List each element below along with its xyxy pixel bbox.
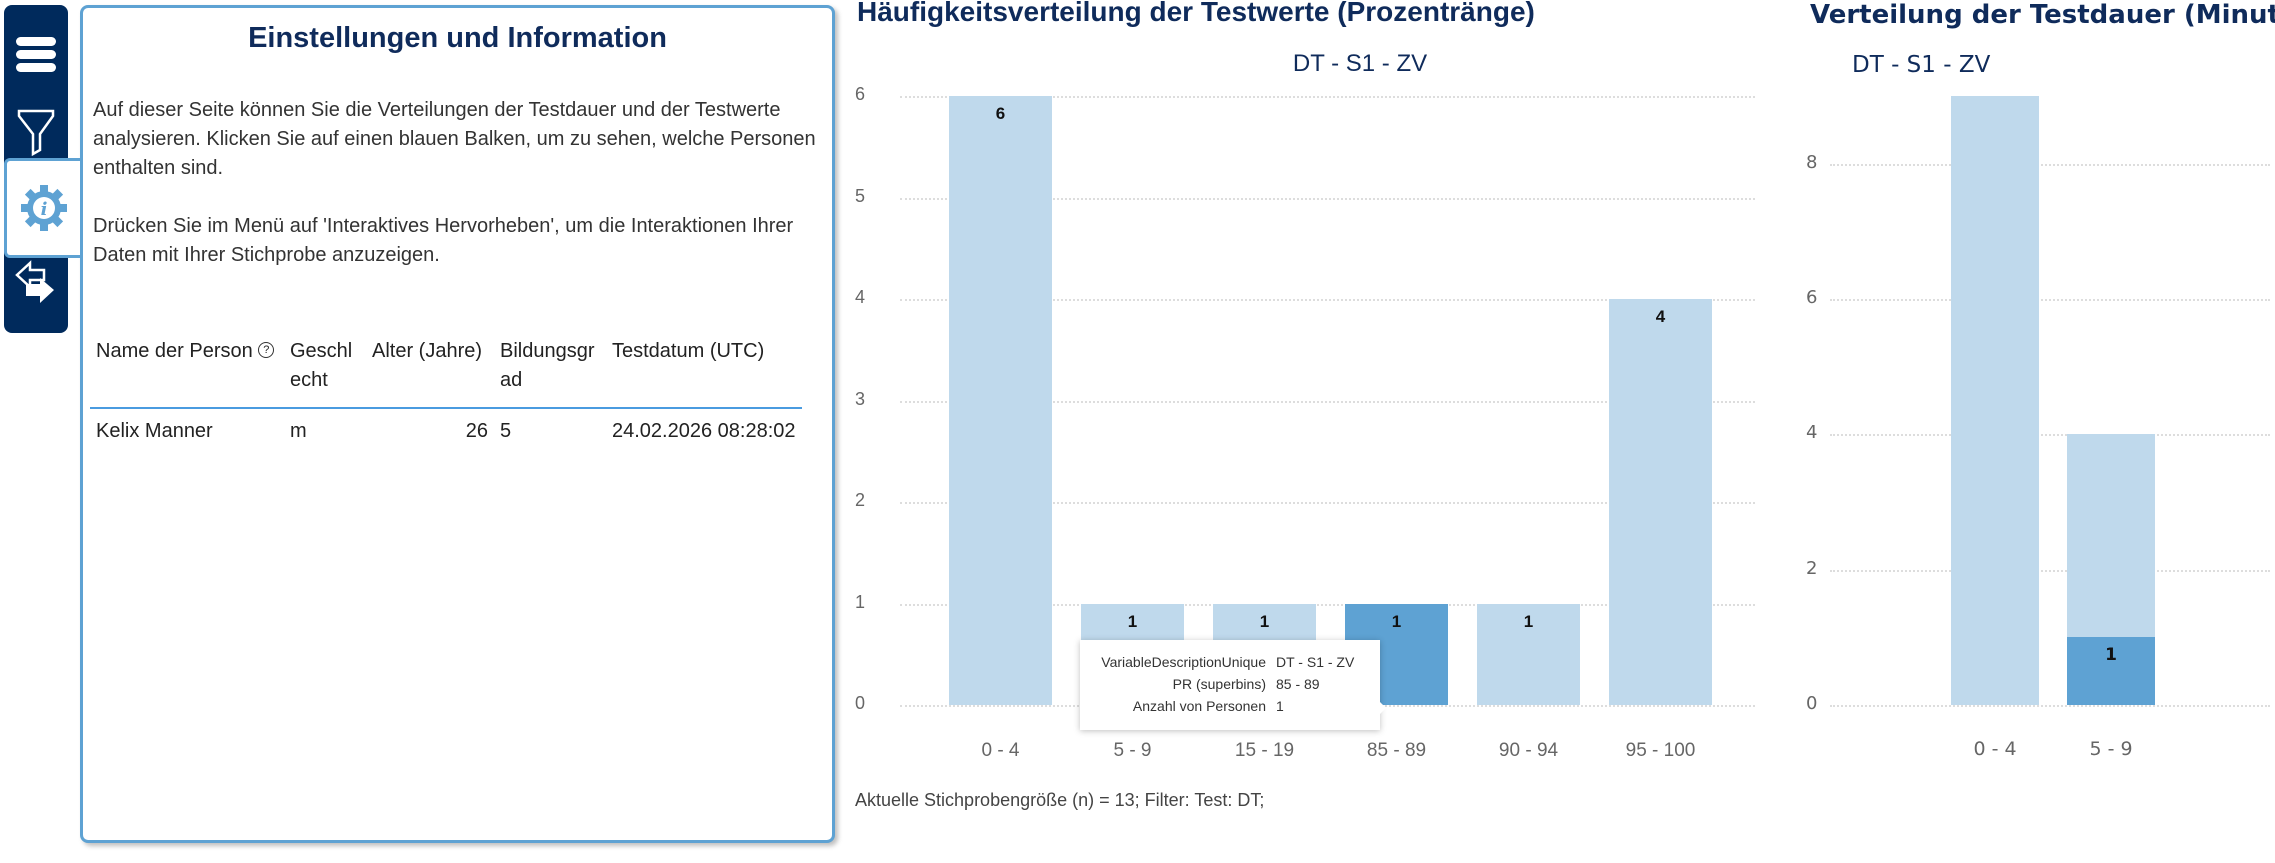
tooltip-value: 85 - 89 bbox=[1276, 676, 1320, 692]
col-header-date[interactable]: Testdatum (UTC) bbox=[606, 333, 802, 409]
col-header-education[interactable]: Bildungsgrad bbox=[494, 333, 606, 409]
bar[interactable] bbox=[1477, 603, 1580, 705]
swap-arrows-icon bbox=[15, 260, 54, 303]
tooltip-value: 1 bbox=[1276, 698, 1284, 714]
col-header-gender[interactable]: Geschlecht bbox=[284, 333, 366, 409]
bar[interactable] bbox=[1609, 299, 1712, 705]
menu-icon bbox=[16, 37, 56, 72]
gridline bbox=[1830, 705, 2270, 707]
person-table: Name der Person ? Geschlecht Alter (Jahr… bbox=[90, 333, 802, 454]
gridline bbox=[900, 400, 1755, 403]
intro-paragraph: Auf dieser Seite können Sie die Verteilu… bbox=[93, 99, 816, 179]
x-category-label: 90 - 94 bbox=[1498, 740, 1559, 761]
gridline bbox=[1830, 163, 2270, 166]
data-label: 1 bbox=[1259, 611, 1270, 631]
x-category-label: 5 - 9 bbox=[1113, 740, 1152, 761]
col-header-age[interactable]: Alter (Jahre) bbox=[366, 333, 494, 409]
x-category-label: 85 - 89 bbox=[1366, 740, 1427, 761]
gridline bbox=[1830, 299, 2270, 301]
y-tick-label: 2 bbox=[1806, 557, 1818, 579]
intro-text: Auf dieser Seite können Sie die Verteilu… bbox=[93, 96, 823, 299]
data-label: 1 bbox=[1127, 611, 1138, 631]
tooltip-value: DT - S1 - ZV bbox=[1276, 654, 1355, 670]
y-tick-label: 1 bbox=[855, 591, 866, 612]
y-tick-label: 0 bbox=[855, 693, 866, 713]
data-label: 4 bbox=[1655, 307, 1666, 326]
chart-subtitle: DT - S1 - ZV bbox=[1852, 52, 1991, 78]
y-tick-label: 6 bbox=[1806, 287, 1818, 308]
data-label: 1 bbox=[1391, 611, 1402, 631]
tooltip-key: Anzahl von Personen bbox=[1132, 698, 1266, 714]
gear-info-icon: i bbox=[20, 185, 67, 231]
filter-icon bbox=[17, 109, 55, 156]
help-icon[interactable]: ? bbox=[258, 342, 275, 358]
data-label: 1 bbox=[2105, 645, 2117, 666]
x-category-label: 0 - 4 bbox=[981, 740, 1020, 761]
cell-age: 26 bbox=[465, 420, 488, 442]
panel-title: Einstellungen und Information bbox=[248, 22, 667, 54]
bar[interactable] bbox=[949, 96, 1052, 705]
bar[interactable] bbox=[1951, 96, 2039, 705]
y-tick-label: 3 bbox=[855, 388, 866, 409]
tooltip-key: PR (superbins) bbox=[1172, 676, 1266, 692]
chart-subtitle: DT - S1 - ZV bbox=[1292, 50, 1428, 77]
chart-title: Häufigkeitsverteilung der Testwerte (Pro… bbox=[857, 0, 1535, 27]
table-row[interactable]: Kelix Manner m 26 5 24.02.2026 08:28:02 bbox=[90, 408, 802, 454]
gridline bbox=[1830, 434, 2270, 437]
tooltip-key: VariableDescriptionUnique bbox=[1101, 654, 1266, 670]
cell-name: Kelix Manner bbox=[96, 420, 213, 442]
cell-education: 5 bbox=[500, 420, 512, 442]
y-tick-label: 6 bbox=[855, 84, 866, 104]
bar-tooltip: VariableDescriptionUnique DT - S1 - ZV PR… bbox=[1080, 640, 1386, 730]
x-category-label: 95 - 100 bbox=[1625, 740, 1696, 761]
y-tick-label: 4 bbox=[1806, 422, 1818, 444]
intro-paragraph: Drücken Sie im Menü auf 'Interaktives He… bbox=[93, 215, 794, 266]
y-tick-label: 5 bbox=[855, 185, 866, 206]
gridline bbox=[900, 603, 1755, 606]
y-tick-label: 2 bbox=[855, 490, 866, 510]
cell-gender: m bbox=[290, 420, 307, 442]
y-tick-label: 8 bbox=[1806, 151, 1818, 173]
x-category-label: 5 - 9 bbox=[2089, 738, 2133, 760]
gridline bbox=[900, 299, 1755, 301]
data-label: 1 bbox=[1523, 611, 1534, 631]
sample-size-footer: Aktuelle Stichprobengröße (n) = 13; Filt… bbox=[855, 790, 1265, 810]
bar-highlight[interactable] bbox=[2067, 637, 2155, 705]
svg-text:i: i bbox=[40, 199, 47, 220]
chart-title: Verteilung der Testdauer (Minuten) bbox=[1810, 0, 2275, 30]
x-category-label: 0 - 4 bbox=[1973, 738, 2017, 760]
gridline bbox=[1830, 569, 2270, 572]
gridline bbox=[900, 197, 1755, 200]
gridline bbox=[900, 502, 1755, 504]
cell-date: 24.02.2026 08:28:02 bbox=[612, 420, 796, 442]
y-tick-label: 0 bbox=[1806, 693, 1818, 714]
info-tab[interactable]: i bbox=[4, 158, 80, 258]
gridline bbox=[900, 96, 1755, 98]
col-header-name[interactable]: Name der Person ? bbox=[90, 333, 284, 409]
y-tick-label: 4 bbox=[855, 287, 866, 307]
x-category-label: 15 - 19 bbox=[1234, 740, 1295, 761]
settings-info-panel: Einstellungen und Information Auf dieser… bbox=[80, 5, 835, 843]
data-label: 6 bbox=[995, 104, 1006, 123]
